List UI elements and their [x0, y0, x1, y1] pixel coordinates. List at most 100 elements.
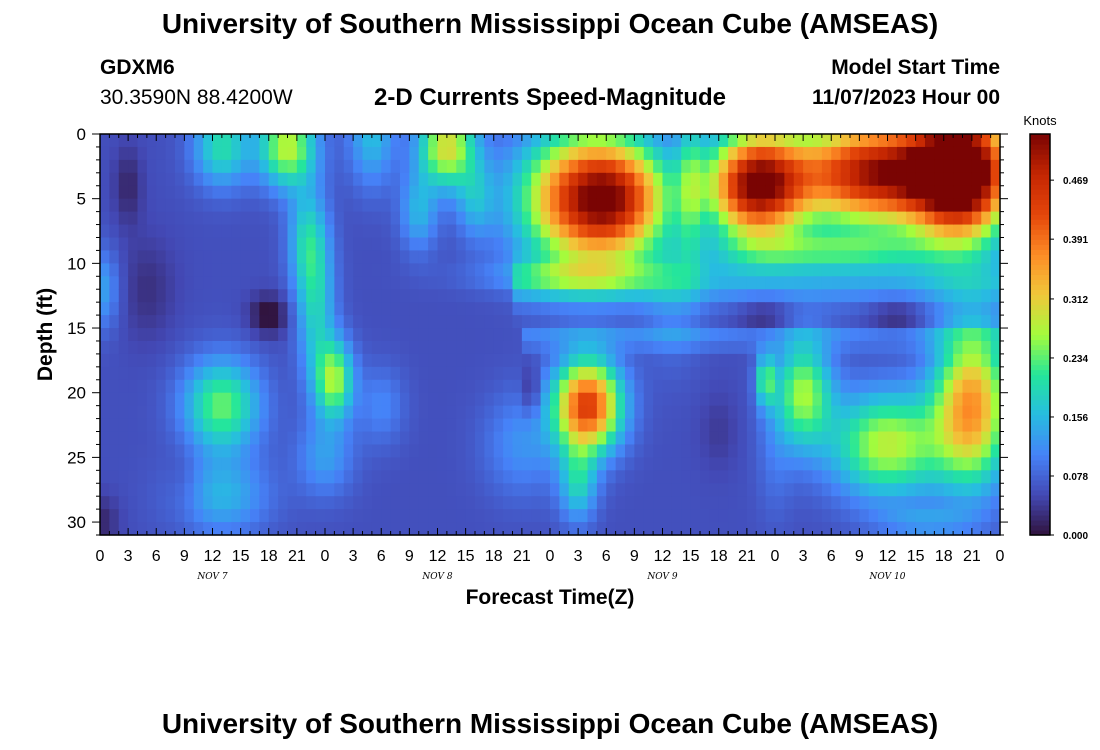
heatmap-cell	[184, 276, 195, 290]
heatmap-cell	[906, 198, 917, 213]
heatmap-cell	[184, 340, 195, 355]
heatmap-cell	[690, 328, 701, 342]
heatmap-cell	[990, 263, 1001, 277]
heatmap-cell	[625, 289, 635, 303]
heatmap-cell	[456, 392, 467, 407]
heatmap-cell	[559, 496, 570, 510]
heatmap-cell	[746, 146, 757, 161]
heatmap-cell	[718, 263, 729, 277]
x-tick-label: 21	[288, 548, 306, 565]
heatmap-cell	[971, 198, 982, 213]
heatmap-cell	[465, 496, 476, 510]
heatmap-cell	[887, 392, 898, 407]
heatmap-cell	[175, 457, 185, 471]
heatmap-cell	[306, 315, 317, 329]
x-tick-label: 15	[682, 548, 700, 565]
heatmap-cell	[193, 172, 204, 187]
heatmap-cell	[428, 302, 439, 316]
heatmap-cell	[896, 146, 907, 161]
heatmap-cell	[540, 224, 551, 239]
heatmap-cell	[934, 250, 945, 264]
heatmap-cell	[596, 302, 607, 316]
colorbar-segment	[1030, 424, 1050, 431]
heatmap-cell	[250, 224, 260, 239]
heatmap-cell	[315, 198, 326, 213]
heatmap-cell	[521, 483, 532, 497]
heatmap-cell	[878, 483, 889, 497]
heatmap-cell	[193, 315, 204, 329]
heatmap-cell	[390, 289, 401, 303]
heatmap-cell	[531, 444, 542, 458]
colorbar-segment	[1030, 264, 1050, 270]
heatmap-cell	[953, 457, 964, 471]
heatmap-cell	[550, 444, 560, 458]
colorbar-segment	[1030, 464, 1050, 471]
heatmap-cell	[437, 224, 448, 239]
heatmap-cell	[250, 185, 260, 200]
heatmap-cell	[700, 185, 710, 200]
heatmap-cell	[643, 289, 654, 303]
heatmap-cell	[578, 353, 589, 368]
heatmap-cell	[943, 276, 954, 290]
heatmap-cell	[568, 405, 579, 420]
heatmap-cell	[118, 483, 129, 497]
heatmap-cell	[278, 134, 289, 148]
heatmap-cell	[962, 289, 973, 303]
colorbar-segment	[1030, 224, 1050, 230]
heatmap-cell	[868, 366, 879, 381]
heatmap-cell	[146, 366, 157, 381]
heatmap-cell	[887, 405, 898, 420]
heatmap-cell	[634, 457, 645, 471]
heatmap-cell	[718, 172, 729, 187]
heatmap-cell	[718, 224, 729, 239]
colorbar-unit: Knots	[1023, 113, 1057, 128]
heatmap-cell	[812, 340, 823, 355]
heatmap-cell	[409, 289, 420, 303]
heatmap-cell	[456, 146, 467, 161]
heatmap-cell	[334, 340, 345, 355]
x-axis-label: Forecast Time(Z)	[466, 586, 635, 609]
heatmap-cell	[409, 366, 420, 381]
heatmap-cell	[606, 289, 617, 303]
heatmap-cell	[709, 392, 720, 407]
heatmap-cell	[137, 185, 148, 200]
heatmap-cell	[418, 276, 429, 290]
heatmap-cell	[484, 146, 495, 161]
heatmap-cell	[203, 237, 214, 252]
heatmap-cell	[428, 353, 439, 368]
heatmap-cell	[690, 289, 701, 303]
heatmap-cell	[625, 405, 635, 420]
heatmap-cell	[409, 509, 420, 523]
heatmap-cell	[840, 237, 851, 252]
heatmap-cell	[306, 431, 317, 446]
heatmap-cell	[606, 237, 617, 252]
heatmap-cell	[353, 353, 364, 368]
heatmap-cell	[671, 198, 682, 213]
heatmap-cell	[165, 405, 176, 420]
heatmap-cell	[981, 185, 992, 200]
heatmap-cell	[175, 470, 185, 484]
heatmap-cell	[109, 379, 120, 394]
heatmap-cell	[671, 405, 682, 420]
heatmap-cell	[240, 289, 251, 303]
heatmap-cell	[296, 134, 307, 148]
heatmap-cell	[146, 289, 157, 303]
heatmap-cell	[540, 237, 551, 252]
heatmap-cell	[746, 392, 757, 407]
heatmap-cell	[540, 250, 551, 264]
heatmap-cell	[240, 418, 251, 433]
heatmap-cell	[531, 418, 542, 433]
heatmap-cell	[953, 405, 964, 420]
heatmap-cell	[587, 379, 598, 394]
heatmap-cell	[971, 366, 982, 381]
heatmap-cell	[428, 509, 439, 523]
heatmap-cell	[156, 211, 167, 226]
heatmap-cell	[971, 237, 982, 252]
heatmap-cell	[896, 302, 907, 316]
heatmap-cell	[746, 198, 757, 213]
heatmap-cell	[803, 250, 814, 264]
heatmap-cell	[165, 250, 176, 264]
heatmap-cell	[362, 353, 373, 368]
heatmap-cell	[109, 211, 120, 226]
heatmap-cell	[662, 172, 673, 187]
